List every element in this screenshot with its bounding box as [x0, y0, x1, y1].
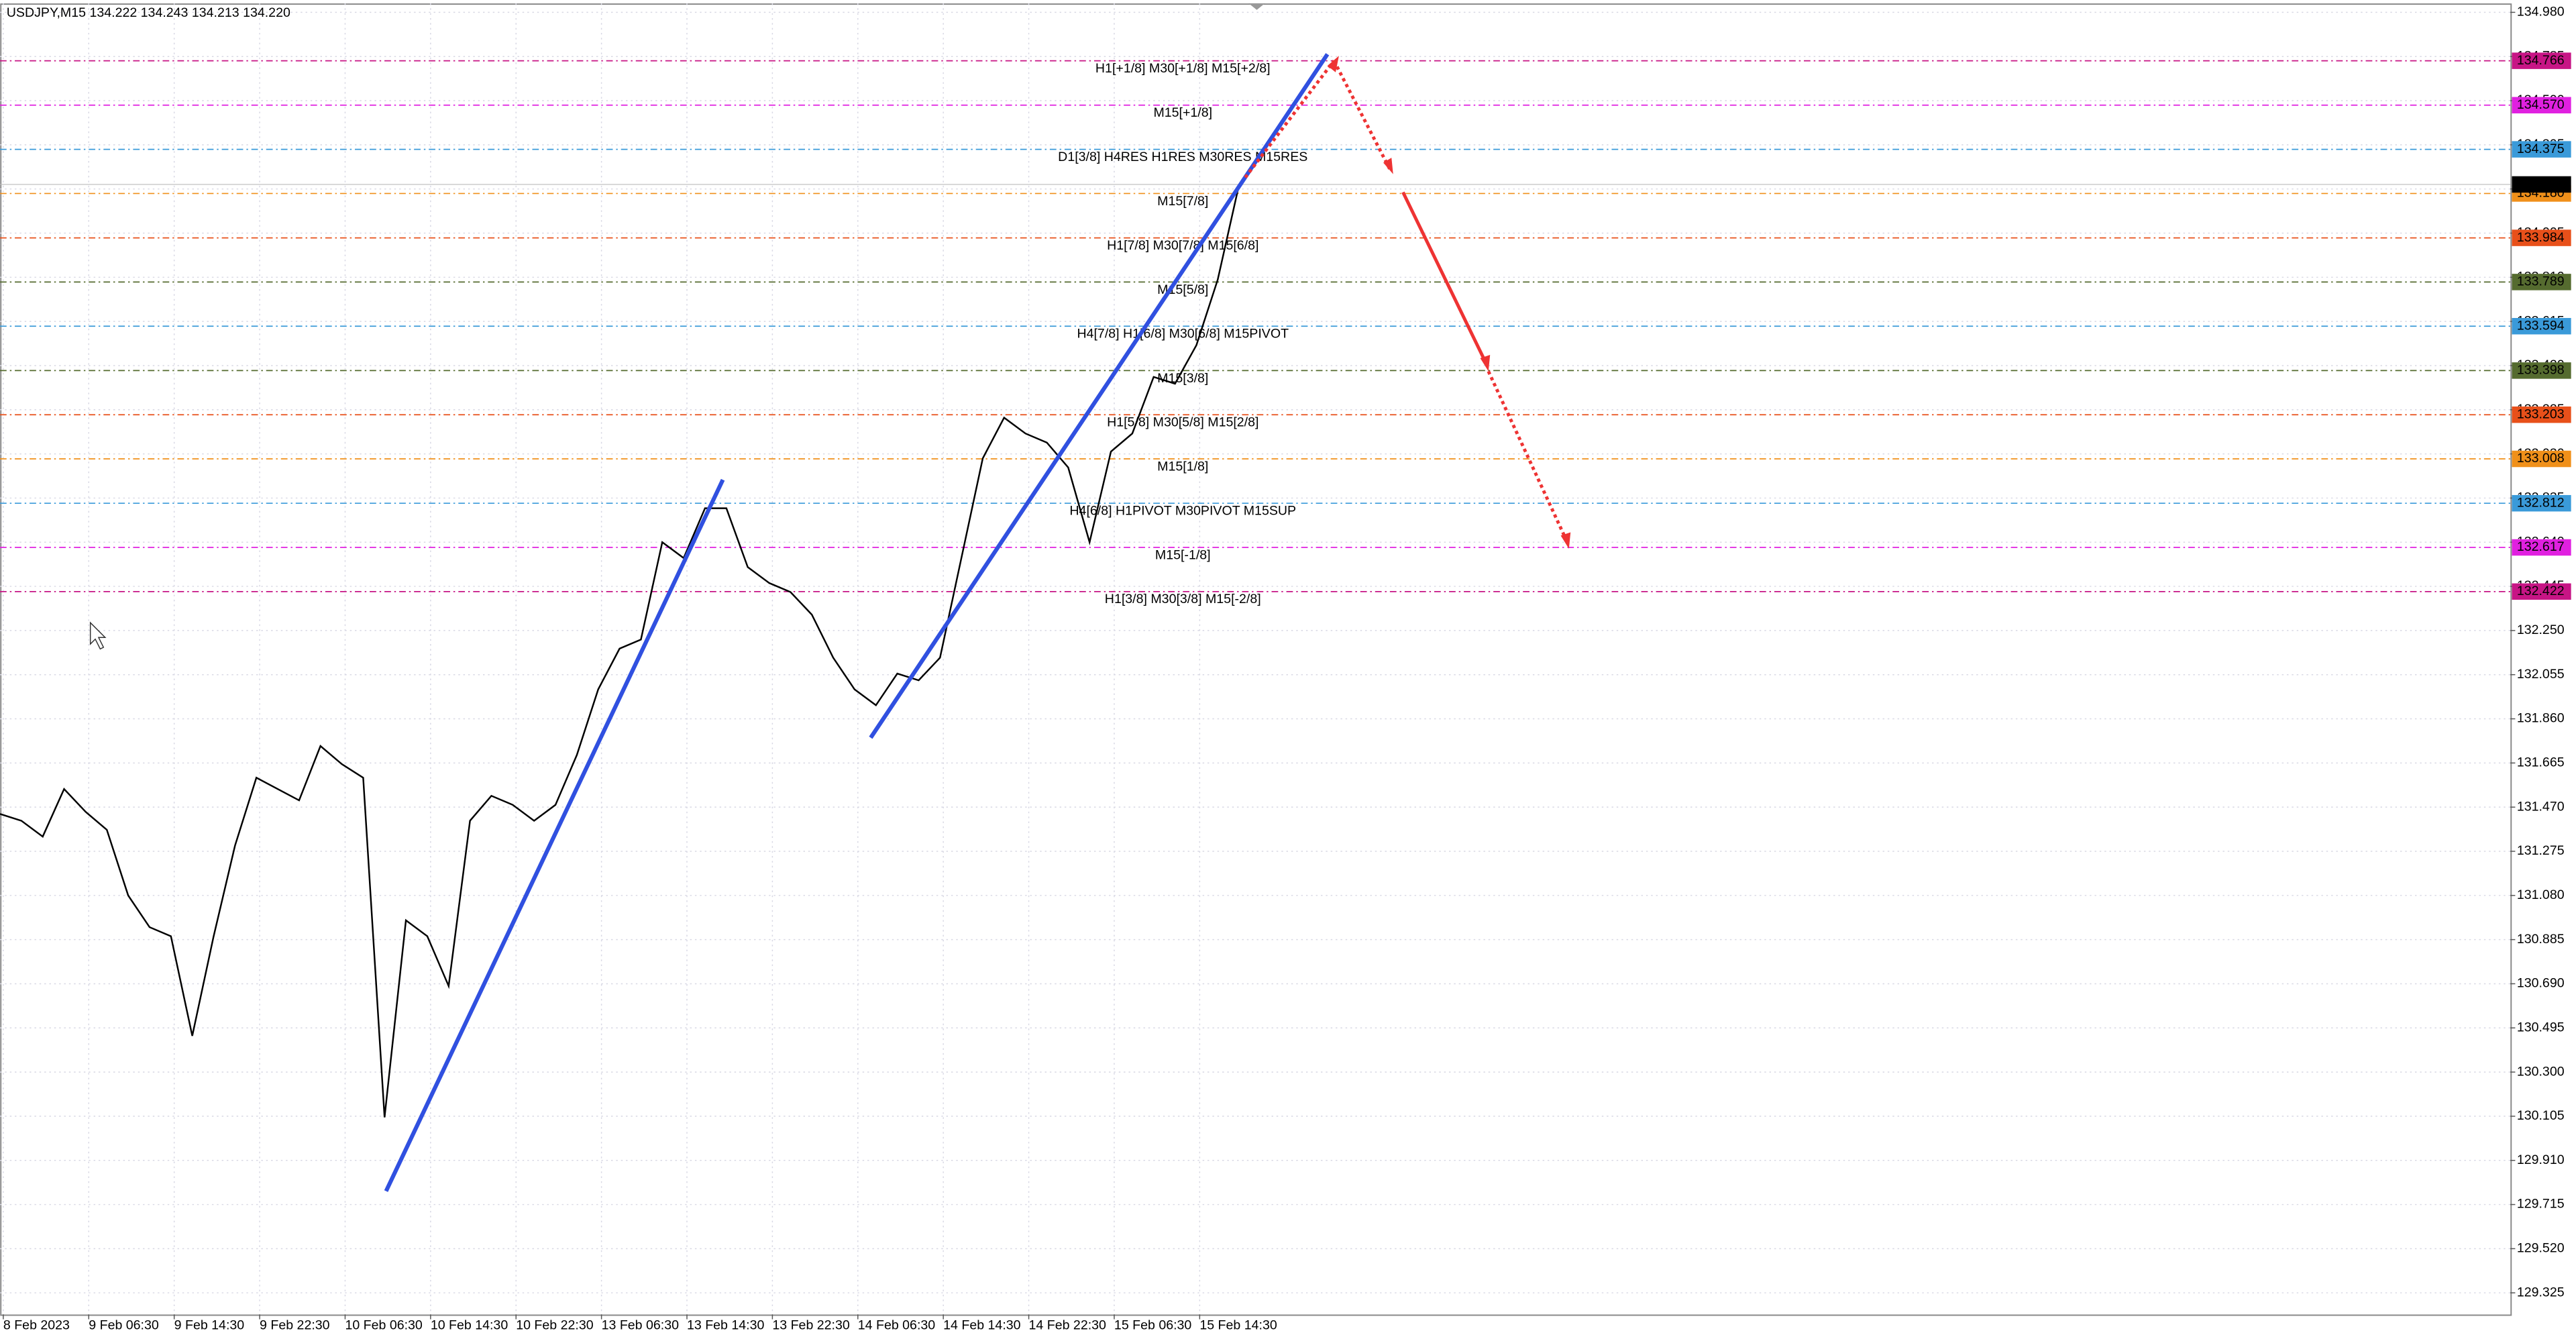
level-price-label: 134.375	[2517, 142, 2565, 156]
chart-title: USDJPY,M15 134.222 134.243 134.213 134.2…	[7, 5, 290, 20]
level-price-box	[2512, 274, 2571, 290]
level-price-box	[2512, 494, 2571, 512]
x-tick-label: 9 Feb 06:30	[89, 1318, 159, 1333]
x-tick-label: 15 Feb 14:30	[1199, 1318, 1277, 1333]
x-tick-label: 13 Feb 22:30	[772, 1318, 849, 1333]
x-tick-label: 9 Feb 14:30	[174, 1318, 245, 1333]
level-price-label: 134.570	[2517, 97, 2565, 112]
level-label: H1[5/8] M30[5/8] M15[2/8]	[1107, 415, 1258, 430]
x-tick-label: 8 Feb 2023	[3, 1318, 70, 1333]
x-tick-label: 9 Feb 22:30	[260, 1318, 330, 1333]
level-price-label: 132.617	[2517, 539, 2565, 554]
y-tick-label: 129.325	[2517, 1285, 2565, 1299]
x-tick-label: 15 Feb 06:30	[1114, 1318, 1191, 1333]
y-tick-label: 131.470	[2517, 799, 2565, 814]
level-price-label: 133.398	[2517, 363, 2565, 378]
level-price-label: 132.422	[2517, 584, 2565, 598]
level-price-box	[2512, 52, 2571, 69]
y-tick-label: 132.250	[2517, 623, 2565, 637]
level-price-box	[2512, 317, 2571, 335]
level-label: M15[3/8]	[1157, 371, 1208, 386]
level-price-box	[2512, 406, 2571, 423]
mouse-cursor	[89, 621, 107, 650]
x-tick-label: 10 Feb 22:30	[516, 1318, 593, 1333]
chart-shift-marker	[1248, 3, 1265, 10]
x-tick-label: 14 Feb 06:30	[858, 1318, 935, 1333]
level-label: D1[3/8] H4RES H1RES M30RES M15RES	[1058, 150, 1307, 164]
trend-line	[869, 53, 1330, 739]
y-tick-label: 130.105	[2517, 1108, 2565, 1123]
level-label: M15[+1/8]	[1153, 105, 1212, 120]
level-price-box	[2512, 229, 2571, 246]
y-tick-label: 131.860	[2517, 711, 2565, 726]
level-label: H1[7/8] M30[7/8] M15[6/8]	[1107, 238, 1258, 253]
trend-line	[384, 478, 725, 1192]
x-tick-label: 10 Feb 14:30	[431, 1318, 508, 1333]
level-label: M15[7/8]	[1157, 194, 1208, 209]
forecast-arrow	[1332, 60, 1392, 170]
x-tick-label: 14 Feb 14:30	[943, 1318, 1020, 1333]
y-tick-label: 132.055	[2517, 667, 2565, 682]
level-price-label: 133.008	[2517, 451, 2565, 466]
level-label: H1[3/8] M30[3/8] M15[-2/8]	[1105, 592, 1261, 606]
forecast-arrow	[1487, 370, 1569, 543]
forecast-arrow	[1401, 191, 1489, 366]
level-price-box	[2512, 362, 2571, 379]
level-label: M15[1/8]	[1157, 459, 1208, 474]
forecast-arrow	[1244, 60, 1336, 178]
y-tick-label: 129.715	[2517, 1197, 2565, 1212]
level-price-box	[2512, 583, 2571, 600]
price-line	[0, 184, 1240, 1118]
annotations	[89, 3, 1571, 1192]
level-price-label: 133.984	[2517, 230, 2565, 245]
level-label: M15[-1/8]	[1155, 547, 1211, 562]
price-axis: 134.980134.785134.590134.395134.200134.0…	[3, 5, 2571, 1333]
level-price-box	[2512, 450, 2571, 468]
current-price-label: 134.220	[2517, 176, 2565, 191]
y-tick-label: 134.980	[2517, 5, 2565, 19]
y-tick-label: 131.665	[2517, 755, 2565, 770]
level-price-label: 133.203	[2517, 407, 2565, 421]
series	[0, 184, 1240, 1118]
y-tick-label: 131.080	[2517, 888, 2565, 902]
level-price-label: 133.789	[2517, 274, 2565, 289]
level-label: H4[7/8] H1[6/8] M30[6/8] M15PIVOT	[1077, 327, 1289, 341]
level-price-label: 133.594	[2517, 318, 2565, 333]
x-tick-label: 13 Feb 14:30	[687, 1318, 764, 1333]
level-price-box	[2512, 141, 2571, 158]
y-tick-label: 129.520	[2517, 1241, 2565, 1256]
level-price-label: 134.766	[2517, 53, 2565, 68]
y-tick-label: 130.885	[2517, 932, 2565, 947]
current-price-box	[2512, 176, 2571, 193]
y-tick-label: 131.275	[2517, 843, 2565, 858]
level-price-box	[2512, 97, 2571, 114]
level-label: H4[6/8] H1PIVOT M30PIVOT M15SUP	[1069, 504, 1296, 519]
x-tick-label: 13 Feb 06:30	[602, 1318, 679, 1333]
level-label: H1[+1/8] M30[+1/8] M15[+2/8]	[1095, 61, 1271, 76]
y-tick-label: 130.690	[2517, 976, 2565, 991]
x-tick-label: 14 Feb 22:30	[1029, 1318, 1106, 1333]
grid	[0, 3, 2511, 1315]
y-tick-label: 129.910	[2517, 1153, 2565, 1167]
level-price-label: 132.812	[2517, 495, 2565, 510]
y-tick-label: 130.300	[2517, 1064, 2565, 1079]
level-price-box	[2512, 539, 2571, 556]
x-tick-label: 10 Feb 06:30	[345, 1318, 422, 1333]
y-tick-label: 130.495	[2517, 1020, 2565, 1034]
